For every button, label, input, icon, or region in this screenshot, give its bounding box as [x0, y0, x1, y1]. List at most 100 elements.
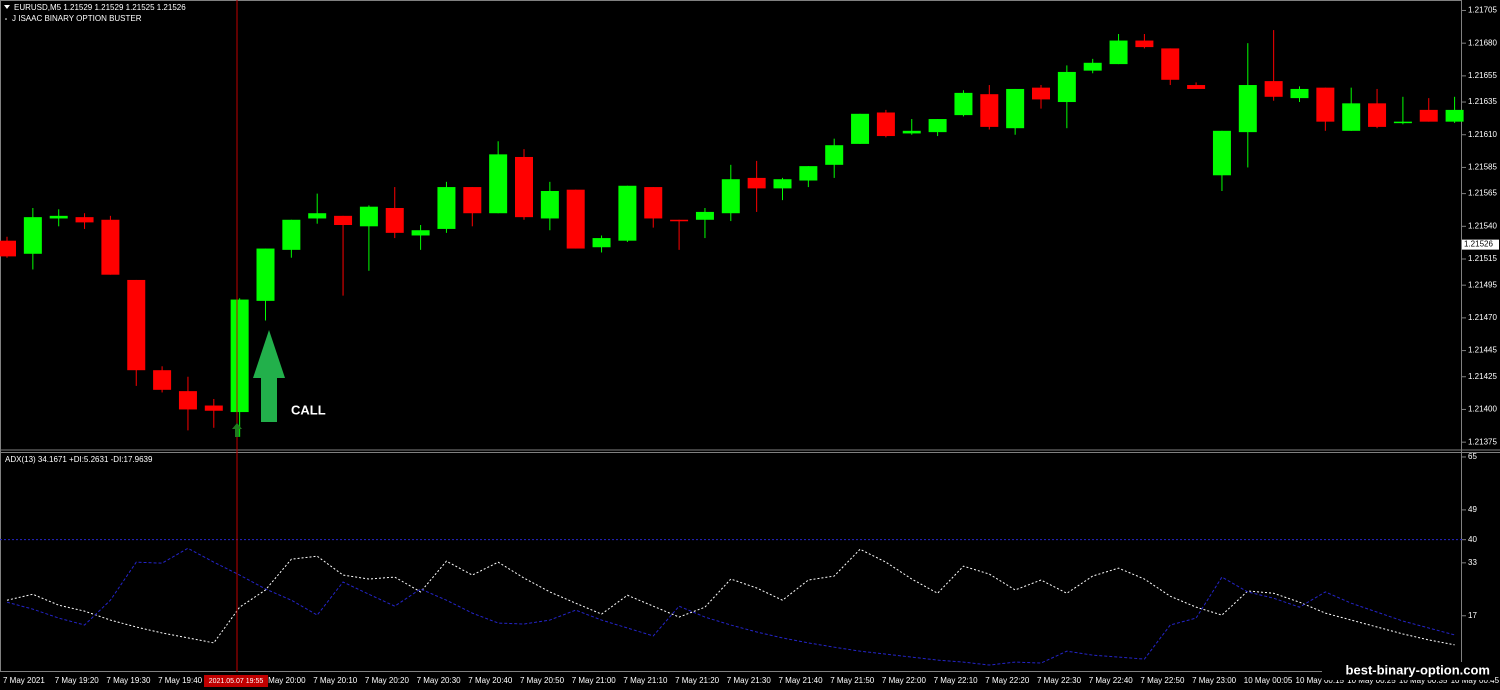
- y-tick-label: 17: [1468, 611, 1477, 620]
- x-tick-label: 7 May 22:50: [1140, 676, 1185, 685]
- indicator-name: J ISAAC BINARY OPTION BUSTER: [12, 14, 142, 23]
- x-tick-label: 7 May 21:30: [727, 676, 772, 685]
- candle-body: [282, 219, 301, 250]
- y-tick-label: 65: [1468, 452, 1477, 461]
- candle-body: [49, 215, 68, 219]
- x-tick-label: 10 May 00:15: [1296, 676, 1345, 685]
- last-price-label: 1.21526: [1464, 240, 1493, 249]
- x-tick-label: 7 May 20:50: [520, 676, 565, 685]
- candle-body: [178, 391, 197, 410]
- candle-body: [618, 185, 637, 241]
- candle-body: [928, 119, 947, 133]
- candle-body: [1419, 109, 1438, 122]
- candle-body: [1393, 121, 1412, 124]
- candle-body: [695, 211, 714, 220]
- candle-body: [127, 279, 146, 371]
- candle-body: [1212, 130, 1231, 176]
- candle-body: [670, 219, 689, 222]
- candle-body: [1006, 88, 1025, 129]
- candle-body: [902, 130, 921, 134]
- candle-body: [773, 179, 792, 189]
- candle-body: [1238, 85, 1257, 133]
- x-tick-label: 10 May 00:45: [1451, 676, 1500, 685]
- candle-body: [1368, 103, 1387, 127]
- candle-body: [75, 217, 94, 223]
- candle-body: [0, 240, 16, 257]
- candle-body: [592, 238, 611, 248]
- call-label: CALL: [291, 402, 326, 417]
- x-tick-label: 7 May 19:30: [106, 676, 151, 685]
- candle-body: [721, 179, 740, 214]
- candle-body: [1161, 48, 1180, 80]
- x-tick-label: 7 May 19:20: [55, 676, 100, 685]
- candle-body: [153, 370, 172, 390]
- y-tick-label: 33: [1468, 558, 1477, 567]
- y-tick-label: 49: [1468, 505, 1477, 514]
- y-tick-label: 1.21470: [1468, 313, 1497, 322]
- x-tick-label: 7 May 22:20: [985, 676, 1030, 685]
- y-tick-label: 1.21425: [1468, 372, 1497, 381]
- adx-header: ADX(13) 34.1671 +DI:5.2631 -DI:17.9639: [5, 455, 153, 464]
- candle-body: [851, 113, 870, 144]
- candle-body: [1290, 88, 1309, 99]
- candle-body: [1264, 81, 1283, 97]
- x-tick-label: 7 May 22:40: [1089, 676, 1134, 685]
- bullet: [5, 18, 7, 20]
- candle-body: [954, 92, 973, 116]
- candle-body: [101, 219, 120, 275]
- x-tick-label: 7 May 21:20: [675, 676, 720, 685]
- candle-body: [1342, 103, 1361, 131]
- frame: [0, 0, 1462, 672]
- y-tick-label: 1.21375: [1468, 437, 1497, 446]
- candle-body: [1316, 87, 1335, 122]
- candle-body: [876, 112, 895, 137]
- candle-body: [1109, 40, 1128, 65]
- y-tick-label: 1.21705: [1468, 6, 1497, 15]
- symbol-header: EURUSD,M5 1.21529 1.21529 1.21525 1.2152…: [14, 3, 186, 12]
- y-tick-label: 1.21655: [1468, 71, 1497, 80]
- x-tick-label: 7 May 22:00: [882, 676, 927, 685]
- watermark: best-binary-option.com: [1346, 662, 1490, 677]
- candle-body: [359, 206, 378, 227]
- candle-body: [334, 215, 353, 225]
- candle-body: [1135, 40, 1154, 48]
- x-tick-label: 7 May 20:40: [468, 676, 513, 685]
- x-tick-label: 7 May 19:40: [158, 676, 203, 685]
- candle-body: [980, 94, 999, 127]
- indicator-line: [6, 548, 1455, 646]
- x-tick-label: 7 May 20:00: [262, 676, 307, 685]
- candle-body: [1187, 85, 1206, 89]
- crosshair-label: 2021.05.07 19:55: [209, 678, 264, 685]
- candle-body: [437, 187, 456, 229]
- y-tick-label: 1.21565: [1468, 189, 1497, 198]
- x-tick-label: 10 May 00:25: [1347, 676, 1396, 685]
- y-tick-label: 1.21540: [1468, 221, 1497, 230]
- x-tick-label: 10 May 00:05: [1244, 676, 1293, 685]
- candle-body: [230, 299, 249, 413]
- y-tick-label: 1.21495: [1468, 280, 1497, 289]
- candle-body: [566, 189, 585, 249]
- y-tick-label: 1.21515: [1468, 254, 1497, 263]
- x-tick-label: 7 May 21:50: [830, 676, 875, 685]
- candle-body: [256, 248, 275, 301]
- call-arrow: [253, 330, 285, 422]
- candle-body: [385, 207, 404, 233]
- candle-body: [825, 145, 844, 165]
- x-tick-label: 10 May 00:35: [1399, 676, 1448, 685]
- x-tick-label: 7 May 21:40: [779, 676, 824, 685]
- candle-body: [747, 177, 766, 189]
- candle-body: [308, 213, 327, 219]
- candle-body: [23, 217, 42, 254]
- watermark-box: [1322, 662, 1494, 680]
- x-axis: 7 May 2021 7 May 19:20 7 May 19:30 7 May 19…: [3, 676, 1500, 685]
- crosshair-label-box: [204, 675, 268, 687]
- y-tick-label: 1.21585: [1468, 163, 1497, 172]
- x-tick-label: 7 May 21:10: [623, 676, 668, 685]
- x-tick-label: 7 May 22:30: [1037, 676, 1082, 685]
- indicator-line: [6, 547, 1455, 666]
- candle-body: [489, 154, 508, 214]
